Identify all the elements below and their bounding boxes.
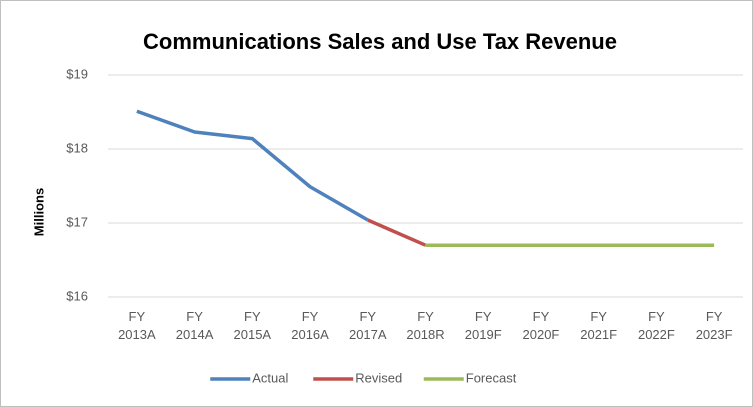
x-tick-label: FY 2013A [118,309,156,342]
x-tick-label: FY 2023F [695,309,733,342]
legend-label: Revised [355,370,402,385]
x-tick-label: FY 2015A [233,309,272,342]
y-tick-label: $16 [66,288,88,303]
x-tick-label: FY 2018R [406,309,445,342]
y-tick-label: $19 [66,66,88,81]
x-tick-label: FY 2020F [522,309,560,342]
y-axis-label: Millions [31,188,46,236]
legend-label: Forecast [466,370,517,385]
series-line [136,109,369,222]
x-tick-label: FY 2019F [464,309,502,342]
y-tick-label: $17 [66,214,88,229]
x-tick-label: FY 2017A [348,309,387,342]
x-tick-label: FY 2021F [580,309,618,342]
y-tick-label: $18 [66,140,88,155]
x-tick-label: FY 2014A [175,309,214,342]
chart-title: Communications Sales and Use Tax Revenue [143,29,617,54]
series-line [367,218,427,247]
x-tick-label: FY 2022F [637,309,675,342]
x-tick-label: FY 2016A [291,309,329,342]
legend-label: Actual [252,370,288,385]
